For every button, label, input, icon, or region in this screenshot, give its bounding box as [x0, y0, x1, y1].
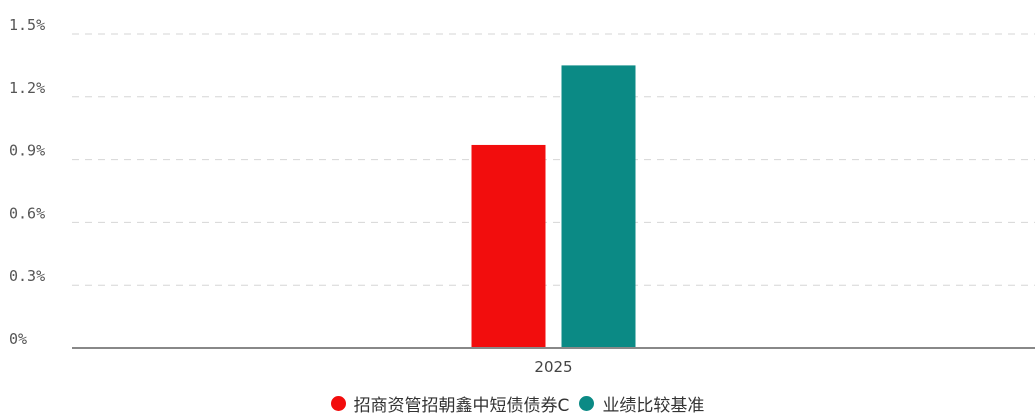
y-tick-label: 0.6%	[9, 204, 45, 222]
legend-marker-benchmark	[579, 395, 595, 411]
x-tick-label: 2025	[534, 358, 572, 376]
legend-item-benchmark[interactable]: 业绩比较基准	[579, 391, 704, 416]
bar-fund[interactable]	[471, 144, 546, 348]
bars	[471, 65, 636, 349]
y-axis-ticks: 0% 0.3% 0.6% 0.9% 1.2% 1.5%	[9, 16, 45, 348]
legend-label-fund: 招商资管招朝鑫中短债债券C	[353, 395, 570, 416]
y-tick-label: 0%	[9, 330, 27, 348]
y-tick-label: 1.5%	[9, 16, 45, 34]
y-tick-label: 1.2%	[9, 79, 45, 97]
y-tick-label: 0.3%	[9, 267, 45, 285]
legend-marker-fund	[330, 395, 346, 411]
x-axis-ticks: 2025	[534, 358, 572, 376]
bar-chart: 0% 0.3% 0.6% 0.9% 1.2% 1.5% 2025	[9, 16, 1035, 376]
legend-label-benchmark: 业绩比较基准	[602, 395, 705, 416]
y-tick-label: 0.9%	[9, 142, 45, 160]
legend-item-fund[interactable]: 招商资管招朝鑫中短债债券C	[330, 391, 570, 416]
legend: 招商资管招朝鑫中短债债券C 业绩比较基准	[0, 390, 1035, 416]
bar-benchmark[interactable]	[561, 65, 636, 349]
gridlines	[72, 33, 1035, 286]
